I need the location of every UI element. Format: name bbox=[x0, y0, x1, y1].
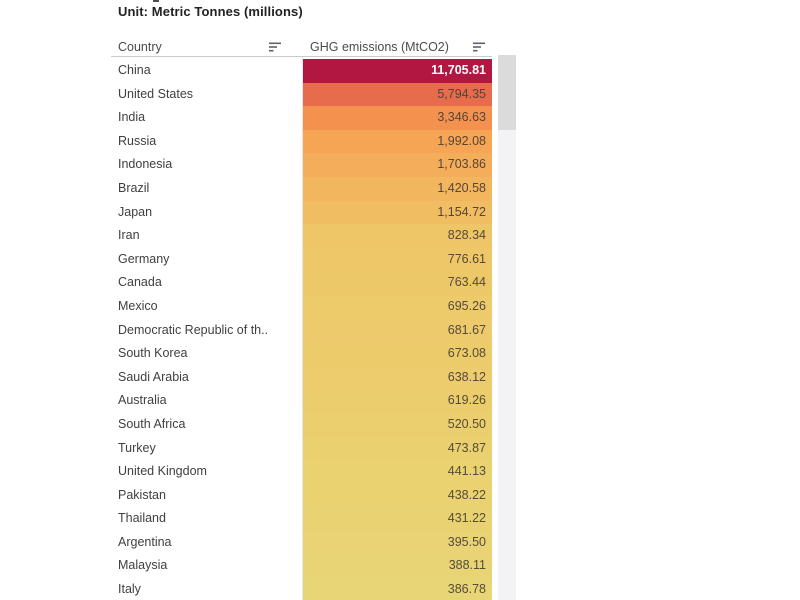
value-cell[interactable]: 11,705.81 bbox=[303, 59, 492, 83]
country-cell[interactable]: Italy bbox=[118, 582, 141, 597]
country-cell[interactable]: Turkey bbox=[118, 440, 156, 455]
table-row[interactable]: China 11,705.81 bbox=[110, 59, 492, 83]
table-row[interactable]: Argentina 395.50 bbox=[110, 530, 492, 555]
value-cell[interactable]: 386.78 bbox=[303, 578, 492, 600]
column-divider bbox=[302, 57, 303, 600]
table-row[interactable]: Indonesia 1,703.86 bbox=[110, 153, 492, 177]
table-row[interactable]: Australia 619.26 bbox=[110, 389, 492, 413]
table-row[interactable]: India 3,346.63 bbox=[110, 106, 492, 130]
value-cell[interactable]: 388.11 bbox=[303, 554, 492, 579]
table-row[interactable]: Italy 386.78 bbox=[110, 578, 492, 600]
value-cell[interactable]: 619.26 bbox=[303, 389, 492, 413]
country-cell[interactable]: South Africa bbox=[118, 416, 186, 431]
country-cell[interactable]: Russia bbox=[118, 133, 157, 148]
table-row[interactable]: United States 5,794.35 bbox=[110, 82, 492, 107]
value-cell[interactable]: 763.44 bbox=[303, 271, 492, 295]
scrollbar-thumb[interactable] bbox=[498, 55, 516, 130]
table-rows: China 11,705.81 United States 5,794.35 I… bbox=[110, 59, 492, 600]
value-cell[interactable]: 673.08 bbox=[303, 342, 492, 366]
value-cell[interactable]: 1,154.72 bbox=[303, 200, 492, 225]
table-row[interactable]: Saudi Arabia 638.12 bbox=[110, 365, 492, 390]
value-cell[interactable]: 438.22 bbox=[303, 483, 492, 508]
value-cell[interactable]: 1,420.58 bbox=[303, 176, 492, 201]
value-cell[interactable]: 5,794.35 bbox=[303, 82, 492, 107]
value-cell[interactable]: 3,346.63 bbox=[303, 106, 492, 130]
country-cell[interactable]: United Kingdom bbox=[118, 464, 207, 479]
table-row[interactable]: Japan 1,154.72 bbox=[110, 200, 492, 225]
country-cell[interactable]: Pakistan bbox=[118, 487, 166, 502]
country-cell[interactable]: India bbox=[118, 110, 146, 125]
value-cell[interactable]: 828.34 bbox=[303, 224, 492, 248]
country-cell[interactable]: Democratic Republic of th.. bbox=[118, 322, 269, 337]
country-cell[interactable]: Saudi Arabia bbox=[118, 369, 189, 384]
sort-descending-icon[interactable] bbox=[269, 42, 282, 52]
table-row[interactable]: United Kingdom 441.13 bbox=[110, 460, 492, 484]
country-cell[interactable]: China bbox=[118, 63, 151, 77]
cropped-title-fragment bbox=[153, 0, 159, 2]
value-cell[interactable]: 695.26 bbox=[303, 294, 492, 319]
country-cell[interactable]: Canada bbox=[118, 275, 162, 290]
country-cell[interactable]: Iran bbox=[118, 228, 140, 243]
country-cell[interactable]: United States bbox=[118, 86, 194, 101]
value-cell[interactable]: 441.13 bbox=[303, 460, 492, 484]
sort-descending-icon[interactable] bbox=[473, 42, 486, 52]
table-row[interactable]: Germany 776.61 bbox=[110, 247, 492, 272]
country-cell[interactable]: Argentina bbox=[118, 534, 172, 549]
value-cell[interactable]: 1,992.08 bbox=[303, 129, 492, 154]
scrollbar-track[interactable] bbox=[498, 55, 516, 600]
value-cell[interactable]: 1,703.86 bbox=[303, 153, 492, 177]
country-cell[interactable]: Thailand bbox=[118, 511, 166, 526]
table-row[interactable]: Democratic Republic of th.. 681.67 bbox=[110, 318, 492, 343]
value-cell[interactable]: 638.12 bbox=[303, 365, 492, 390]
header-divider bbox=[111, 56, 492, 57]
value-cell[interactable]: 473.87 bbox=[303, 436, 492, 461]
table-row[interactable]: Russia 1,992.08 bbox=[110, 129, 492, 154]
country-cell[interactable]: Indonesia bbox=[118, 157, 173, 172]
value-cell[interactable]: 681.67 bbox=[303, 318, 492, 343]
value-cell[interactable]: 520.50 bbox=[303, 412, 492, 437]
table-row[interactable]: Brazil 1,420.58 bbox=[110, 176, 492, 201]
value-cell[interactable]: 776.61 bbox=[303, 247, 492, 272]
value-cell[interactable]: 431.22 bbox=[303, 507, 492, 531]
country-cell[interactable]: South Korea bbox=[118, 346, 188, 361]
value-cell[interactable]: 395.50 bbox=[303, 530, 492, 555]
country-cell[interactable]: Germany bbox=[118, 251, 170, 266]
table-row[interactable]: Malaysia 388.11 bbox=[110, 554, 492, 579]
table-row[interactable]: Mexico 695.26 bbox=[110, 294, 492, 319]
country-cell[interactable]: Japan bbox=[118, 204, 153, 219]
ghg-column-header[interactable]: GHG emissions (MtCO2) bbox=[310, 40, 449, 54]
table-row[interactable]: Pakistan 438.22 bbox=[110, 483, 492, 508]
country-cell[interactable]: Malaysia bbox=[118, 558, 168, 573]
unit-label: Unit: Metric Tonnes (millions) bbox=[118, 4, 303, 19]
table-row[interactable]: Canada 763.44 bbox=[110, 271, 492, 295]
table-row[interactable]: South Korea 673.08 bbox=[110, 342, 492, 366]
country-cell[interactable]: Mexico bbox=[118, 298, 158, 313]
country-cell[interactable]: Brazil bbox=[118, 180, 150, 195]
table-row[interactable]: Iran 828.34 bbox=[110, 224, 492, 248]
table-row[interactable]: Turkey 473.87 bbox=[110, 436, 492, 461]
country-cell[interactable]: Australia bbox=[118, 393, 167, 408]
table-row[interactable]: Thailand 431.22 bbox=[110, 507, 492, 531]
country-column-header[interactable]: Country bbox=[118, 40, 162, 54]
table-row[interactable]: South Africa 520.50 bbox=[110, 412, 492, 437]
